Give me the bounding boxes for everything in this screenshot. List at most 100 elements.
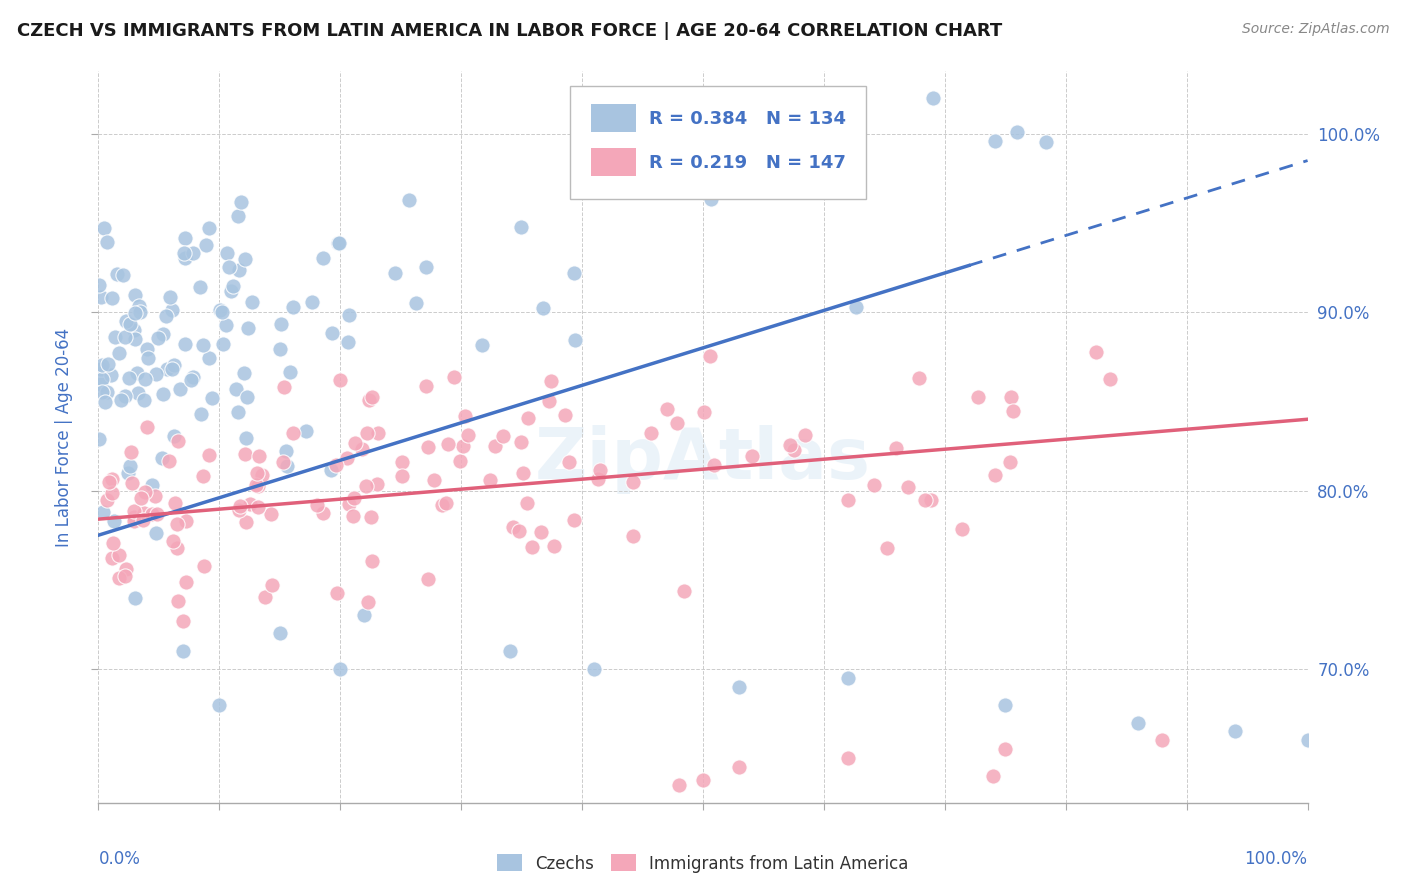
Point [1098,372,1121,386]
Point [180,372,202,386]
Point [354,478,377,492]
Point [337,335,360,350]
Point [90,362,112,376]
Point [250,468,273,483]
Point [228,503,250,517]
Point [672,584,695,599]
Point [586,472,609,486]
Point [118,459,141,474]
Point [1084,345,1107,359]
Point [329,662,352,676]
Point [143,489,166,503]
Point [391,468,413,483]
Point [352,442,374,457]
Point [90,290,112,304]
Point [1128,715,1150,730]
Point [502,520,524,534]
Point [295,424,318,438]
Point [108,571,131,585]
Point [165,495,187,509]
Point [150,450,173,465]
Point [190,408,212,422]
Point [516,496,538,510]
Point [118,370,141,384]
Point [247,500,270,514]
Point [1035,135,1057,149]
Point [356,426,378,441]
Point [845,300,868,314]
Point [907,371,929,385]
Point [416,572,439,586]
Point [998,455,1021,469]
Point [837,671,859,685]
Point [173,246,195,260]
Point [100,368,122,382]
Point [564,266,586,280]
Point [233,447,256,461]
Point [226,405,249,419]
Point [96,492,118,507]
Point [222,279,245,293]
Point [219,284,242,298]
Point [134,372,156,386]
Point [124,333,146,347]
Point [254,590,277,604]
Point [245,478,267,492]
Point [700,192,723,206]
Point [983,134,1005,148]
Point [172,615,194,629]
Point [655,401,678,416]
Point [172,644,194,658]
Point [276,459,298,474]
Point [520,540,543,554]
Point [517,410,540,425]
Point [443,369,465,384]
Point [782,443,804,458]
Point [583,662,606,676]
Point [121,444,143,458]
Point [897,480,920,494]
Point [124,306,146,320]
Point [94,395,117,409]
Point [434,496,457,510]
Point [311,252,333,266]
Point [538,394,561,409]
Point [107,346,129,360]
Point [166,516,188,531]
Point [128,298,150,312]
Point [1000,390,1022,404]
Point [423,473,446,487]
Point [367,426,389,441]
Point [416,441,439,455]
Point [162,358,184,372]
Point [640,426,662,441]
Point [238,320,260,334]
Point [246,466,269,480]
Point [132,506,155,520]
Point [114,389,136,403]
Point [728,680,751,694]
Point [176,575,198,590]
Point [921,91,943,105]
Point [115,562,138,576]
Point [127,385,149,400]
Point [160,361,183,376]
Point [114,568,136,582]
Point [103,514,125,528]
Point [274,444,297,458]
Point [564,333,586,347]
Point [173,251,195,265]
Point [159,290,181,304]
Point [498,644,520,658]
Point [305,498,328,512]
Point [530,525,553,540]
Point [471,338,494,352]
Text: CZECH VS IMMIGRANTS FROM LATIN AMERICA IN LABOR FORCE | AGE 20-64 CORRELATION CH: CZECH VS IMMIGRANTS FROM LATIN AMERICA I… [17,22,1002,40]
Point [920,493,942,508]
Point [319,463,342,477]
Point [876,541,898,556]
Point [562,513,585,527]
Point [741,449,763,463]
Point [174,337,197,351]
Point [366,477,388,491]
